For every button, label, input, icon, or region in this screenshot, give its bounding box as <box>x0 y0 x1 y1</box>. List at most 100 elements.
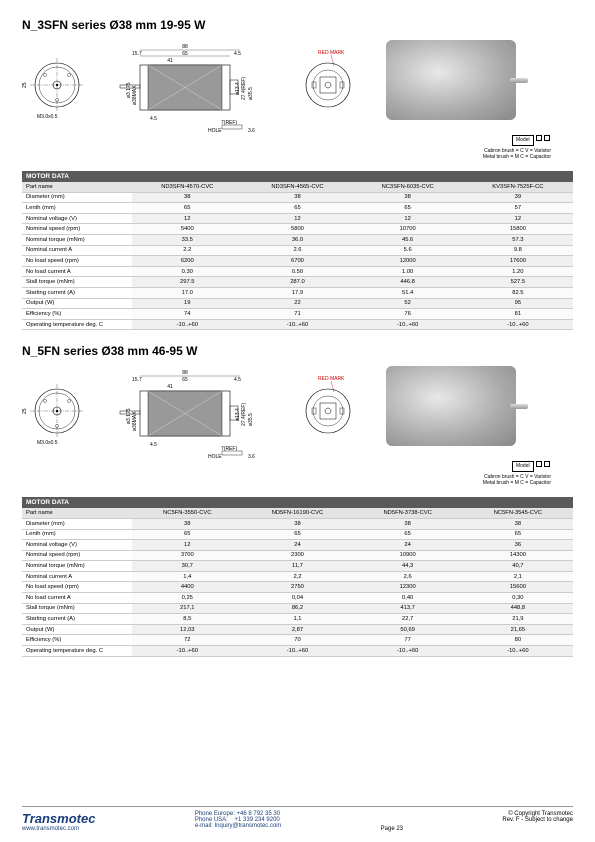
table-cell: 15600 <box>463 582 573 593</box>
table-cell: 38 <box>242 192 352 203</box>
table-col-header: NC5FN-3545-CVC <box>463 508 573 518</box>
table-cell: 82.5 <box>463 287 573 298</box>
table-cell: 76 <box>353 309 463 320</box>
table-cell: 33.5 <box>132 234 242 245</box>
table-cell: 2,87 <box>242 624 352 635</box>
table-cell: 80 <box>463 635 573 646</box>
motor-end-drawing: RED MARK <box>298 40 358 135</box>
table-cell: 12 <box>132 540 242 551</box>
table-row: Operating temperature deg. C-10..+60-10.… <box>22 646 573 657</box>
table-cell: 77 <box>353 635 463 646</box>
table-cell: 0.50 <box>242 266 352 277</box>
table-cell: Nominal current A <box>22 245 132 256</box>
table-cell: 297.5 <box>132 277 242 288</box>
table-cell: 19 <box>132 298 242 309</box>
svg-text:ø13.4: ø13.4 <box>235 408 241 421</box>
section2-title: N_5FN series Ø38 mm 46-95 W <box>22 344 573 358</box>
svg-text:25: 25 <box>22 409 28 415</box>
table-cell: 1,1 <box>242 614 352 625</box>
svg-text:HOLE: HOLE <box>208 128 222 134</box>
table-cell: 12 <box>242 213 352 224</box>
svg-text:65: 65 <box>182 51 188 57</box>
table-cell: 6200 <box>132 256 242 267</box>
table-cell: No load current A <box>22 266 132 277</box>
table-cell: 5400 <box>132 224 242 235</box>
section1-table: MOTOR DATA Part nameND3SFN-4570-CVCND3SF… <box>22 171 573 330</box>
svg-text:ø38MAX: ø38MAX <box>132 85 138 105</box>
table-cell: 14300 <box>463 550 573 561</box>
table-row: Lenth (mm)65656557 <box>22 203 573 214</box>
svg-text:ø35.5: ø35.5 <box>248 87 254 100</box>
svg-text:15.7: 15.7 <box>132 377 142 383</box>
table-row: No load current A0,250,040,400,30 <box>22 593 573 604</box>
table-cell: -10..+60 <box>132 646 242 657</box>
table-row: Efficiency (%)72707780 <box>22 635 573 646</box>
table-cell: 2750 <box>242 582 352 593</box>
table-cell: 38 <box>353 192 463 203</box>
table-col-header: Part name <box>22 182 132 192</box>
table-cell: 65 <box>242 203 352 214</box>
table-cell: 0,04 <box>242 593 352 604</box>
table-row: Nominal voltage (V)12121212 <box>22 213 573 224</box>
svg-text:ø35.5: ø35.5 <box>248 413 254 426</box>
table-cell: 65 <box>132 203 242 214</box>
table-cell: 446.8 <box>353 277 463 288</box>
table-cell: 57.3 <box>463 234 573 245</box>
table-cell: 95 <box>463 298 573 309</box>
table-row: Output (W)12,032,8750,6921,65 <box>22 624 573 635</box>
table-cell: 30,7 <box>132 561 242 572</box>
svg-text:41: 41 <box>167 384 173 390</box>
svg-text:4.5: 4.5 <box>234 51 241 57</box>
svg-text:RED MARK: RED MARK <box>318 376 345 382</box>
table-row: Nominal torque (mNm)33.536.045.657.3 <box>22 234 573 245</box>
svg-text:M3.0x0.5: M3.0x0.5 <box>37 440 58 446</box>
table-cell: 287.0 <box>242 277 352 288</box>
table1-header: MOTOR DATA <box>22 171 573 182</box>
table-cell: 38 <box>353 518 463 529</box>
table-cell: -10..+60 <box>353 646 463 657</box>
table-cell: No load speed (rpm) <box>22 582 132 593</box>
table-row: Diameter (mm)38383838 <box>22 518 573 529</box>
table-cell: Nominal speed (rpm) <box>22 224 132 235</box>
table-cell: -10..+60 <box>463 319 573 330</box>
table-cell: -10..+60 <box>353 319 463 330</box>
table-cell: 24 <box>353 540 463 551</box>
svg-text:M3.0x0.5: M3.0x0.5 <box>37 114 58 120</box>
table-cell: 86,2 <box>242 603 352 614</box>
table-cell: Nominal torque (mNm) <box>22 234 132 245</box>
table-cell: 1,4 <box>132 571 242 582</box>
table-col-header: Part name <box>22 508 132 518</box>
table-cell: 65 <box>242 529 352 540</box>
motor-photo-1 <box>386 40 516 120</box>
table-cell: Nominal torque (mNm) <box>22 561 132 572</box>
table-row: Nominal speed (rpm)540058001070015800 <box>22 224 573 235</box>
table-cell: 17600 <box>463 256 573 267</box>
section2-table: MOTOR DATA Part nameNC5FN-3550-CVCND5FN-… <box>22 497 573 656</box>
table-cell: Nominal voltage (V) <box>22 540 132 551</box>
table-row: Nominal voltage (V)12242436 <box>22 540 573 551</box>
table-row: Nominal current A1,42,22,62,1 <box>22 571 573 582</box>
table-cell: 22 <box>242 298 352 309</box>
table-cell: 21,65 <box>463 624 573 635</box>
svg-text:15.7: 15.7 <box>132 51 142 57</box>
table-cell: 71 <box>242 309 352 320</box>
table-cell: 2.6 <box>242 245 352 256</box>
table-row: No load speed (rpm)440027501230015600 <box>22 582 573 593</box>
table-row: Diameter (mm)38383839 <box>22 192 573 203</box>
table-cell: 74 <box>132 309 242 320</box>
svg-text:25: 25 <box>22 82 28 88</box>
table-cell: 12300 <box>353 582 463 593</box>
table-cell: 72 <box>132 635 242 646</box>
motor-photo-2 <box>386 366 516 446</box>
section2-diagrams: 25 M3.0x0.5 88 15.7 65 4.5 41 ø3.175 ø38… <box>22 366 573 461</box>
table-cell: -10..+60 <box>132 319 242 330</box>
table-row: Starting current (A)8,51,122,721,9 <box>22 614 573 625</box>
table-cell: 39 <box>463 192 573 203</box>
motor-front-drawing: 25 M3.0x0.5 <box>22 40 92 130</box>
table-cell: 15800 <box>463 224 573 235</box>
svg-text:4.5: 4.5 <box>150 116 157 122</box>
table-cell: No load current A <box>22 593 132 604</box>
table-cell: 9.8 <box>463 245 573 256</box>
svg-text:4.5: 4.5 <box>150 442 157 448</box>
table-cell: 217,1 <box>132 603 242 614</box>
